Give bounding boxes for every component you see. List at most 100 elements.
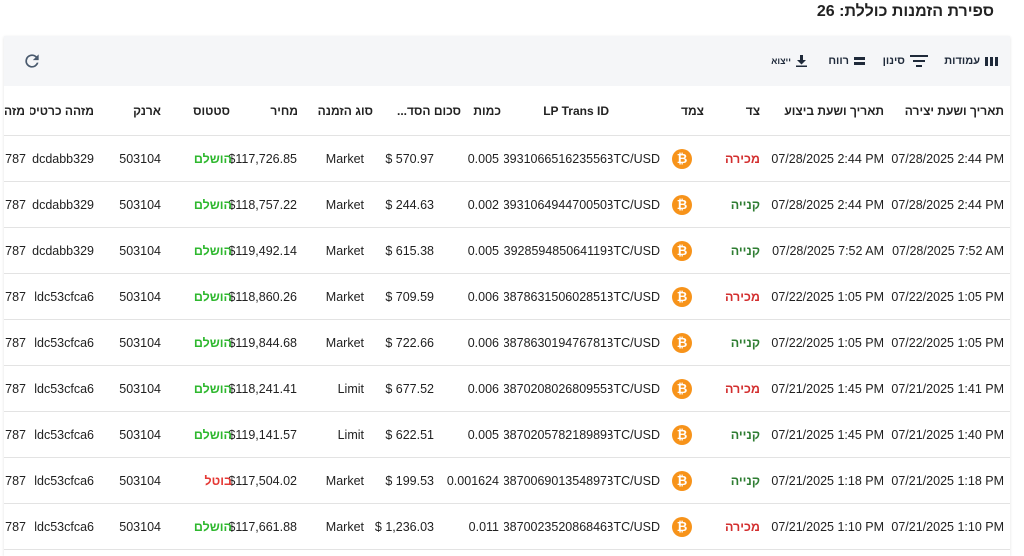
table-row[interactable]: 07/28/2025 2:44 PM 07/28/2025 2:44 PM קניי… (4, 182, 1010, 228)
pair-cell: BTC/USD (608, 197, 660, 212)
header-extra[interactable]: מזה (4, 103, 25, 118)
density-button[interactable]: רווח (828, 53, 865, 69)
card-id-cell: ldc53cfca6 (34, 335, 94, 350)
quantity-cell: 0.001624 (446, 473, 499, 488)
refresh-icon[interactable] (22, 51, 42, 71)
pair-icon-cell: ₿ (666, 274, 698, 319)
grid-toolbar: עמודות סינון רווח ייצוא (4, 36, 1010, 86)
total-cell: $ 615.38 (385, 243, 434, 258)
header-side[interactable]: צד (745, 103, 760, 118)
header-lp-trans-id[interactable]: LP Trans ID (543, 103, 609, 118)
header-total[interactable]: סכום הסד... (397, 103, 461, 118)
executed-cell: 07/28/2025 2:44 PM (771, 197, 884, 212)
order-type-cell: Market (325, 289, 364, 304)
extra-cell: 787 (5, 335, 26, 350)
orders-grid: עמודות סינון רווח ייצוא תאריך ושעת יצירה… (4, 36, 1010, 556)
order-type-cell: Limit (337, 381, 364, 396)
lp-trans-id-cell: 393106494470050 (504, 197, 607, 212)
side-cell: מכירה (724, 519, 760, 534)
header-pair[interactable]: צמד (680, 103, 704, 118)
wallet-cell: 503104 (119, 427, 161, 442)
wallet-cell: 503104 (119, 335, 161, 350)
pair-icon-cell: ₿ (666, 182, 698, 227)
header-quantity[interactable]: כמות (473, 103, 501, 118)
wallet-cell: 503104 (119, 289, 161, 304)
extra-cell: 787 (5, 243, 26, 258)
order-type-cell: Market (325, 197, 364, 212)
lp-trans-id-cell: 387002352086846 (504, 519, 607, 534)
quantity-cell: 0.006 (467, 289, 499, 304)
status-cell: הושלם (193, 197, 232, 212)
side-cell: מכירה (724, 289, 760, 304)
pair-icon-cell: ₿ (666, 412, 698, 457)
pair-cell: BTC/USD (608, 243, 660, 258)
wallet-cell: 503104 (119, 519, 161, 534)
quantity-cell: 0.002 (467, 197, 499, 212)
bitcoin-icon: ₿ (672, 148, 692, 169)
header-status[interactable]: סטטוס (193, 103, 230, 118)
card-id-cell: ldc53cfca6 (34, 427, 94, 442)
price-cell: $117,661.88 (229, 519, 297, 534)
side-cell: קנייה (730, 473, 760, 488)
side-cell: קנייה (730, 197, 760, 212)
pair-icon-cell: ₿ (666, 136, 698, 181)
created-cell: 07/28/2025 2:44 PM (891, 197, 1004, 212)
price-cell: $117,726.85 (229, 151, 297, 166)
bitcoin-icon: ₿ (672, 378, 692, 399)
total-cell: $ 722.66 (385, 335, 434, 350)
header-order-type[interactable]: סוג הזמנה (317, 103, 373, 118)
pair-cell: BTC/USD (608, 473, 660, 488)
status-cell: הושלם (193, 243, 232, 258)
total-cell: $ 199.53 (385, 473, 434, 488)
created-cell: 07/21/2025 1:40 PM (891, 427, 1004, 442)
header-card-id[interactable]: מזהה כרטיס (30, 103, 94, 118)
table-row[interactable]: 07/21/2025 1:41 PM 07/21/2025 1:45 PM מכיר… (4, 366, 1010, 412)
price-cell: $119,492.14 (229, 243, 297, 258)
pair-icon-cell: ₿ (666, 458, 698, 503)
table-row[interactable]: 07/21/2025 1:18 PM 07/21/2025 1:18 PM קניי… (4, 458, 1010, 504)
price-cell: $119,844.68 (229, 335, 297, 350)
extra-cell: 787 (5, 289, 26, 304)
total-cell: $ 244.63 (385, 197, 434, 212)
table-row[interactable]: 07/22/2025 1:05 PM 07/22/2025 1:05 PM מכיר… (4, 274, 1010, 320)
price-cell: $117,504.02 (229, 473, 297, 488)
status-cell: הושלם (193, 151, 232, 166)
table-row[interactable]: 07/28/2025 2:44 PM 07/28/2025 2:44 PM מכיר… (4, 136, 1010, 182)
extra-cell: 787 (5, 151, 26, 166)
card-id-cell: dcdabb329 (32, 197, 94, 212)
card-id-cell: ldc53cfca6 (34, 289, 94, 304)
card-id-cell: ldc53cfca6 (34, 473, 94, 488)
wallet-cell: 503104 (119, 243, 161, 258)
bitcoin-icon: ₿ (672, 516, 692, 537)
table-row[interactable]: 07/21/2025 1:10 PM 07/21/2025 1:10 PM מכיר… (4, 504, 1010, 550)
filter-icon (910, 55, 928, 67)
side-cell: מכירה (724, 381, 760, 396)
page-title: ספירת הזמנות כוללת: 26 (816, 3, 994, 20)
lp-trans-id-cell: 387006901354897 (504, 473, 607, 488)
pair-icon-cell: ₿ (666, 228, 698, 273)
download-icon (796, 55, 807, 67)
filter-button[interactable]: סינון (883, 53, 928, 69)
quantity-cell: 0.011 (468, 519, 499, 534)
header-wallet[interactable]: ארנק (133, 103, 161, 118)
export-button[interactable]: ייצוא (771, 53, 807, 69)
header-price[interactable]: מחיר (270, 103, 298, 118)
quantity-cell: 0.005 (467, 151, 499, 166)
lp-trans-id-cell: 387863150602851 (504, 289, 607, 304)
executed-cell: 07/21/2025 1:45 PM (771, 427, 884, 442)
pair-cell: BTC/USD (608, 427, 660, 442)
quantity-cell: 0.006 (467, 381, 499, 396)
order-type-cell: Limit (337, 427, 364, 442)
columns-button[interactable]: עמודות (944, 53, 998, 69)
pair-icon-cell: ₿ (666, 366, 698, 411)
extra-cell: 787 (5, 427, 26, 442)
table-row[interactable]: 07/21/2025 1:40 PM 07/21/2025 1:45 PM קניי… (4, 412, 1010, 458)
header-created[interactable]: תאריך ושעת יצירה (904, 103, 1004, 118)
total-cell: $ 570.97 (385, 151, 434, 166)
executed-cell: 07/28/2025 2:44 PM (771, 151, 884, 166)
executed-cell: 07/21/2025 1:18 PM (771, 473, 884, 488)
header-executed[interactable]: תאריך ושעת ביצוע (784, 103, 884, 118)
table-row[interactable]: 07/28/2025 7:52 AM 07/28/2025 7:52 AM קניי… (4, 228, 1010, 274)
lp-trans-id-cell: 387020802680955 (504, 381, 607, 396)
table-row[interactable]: 07/22/2025 1:05 PM 07/22/2025 1:05 PM קניי… (4, 320, 1010, 366)
